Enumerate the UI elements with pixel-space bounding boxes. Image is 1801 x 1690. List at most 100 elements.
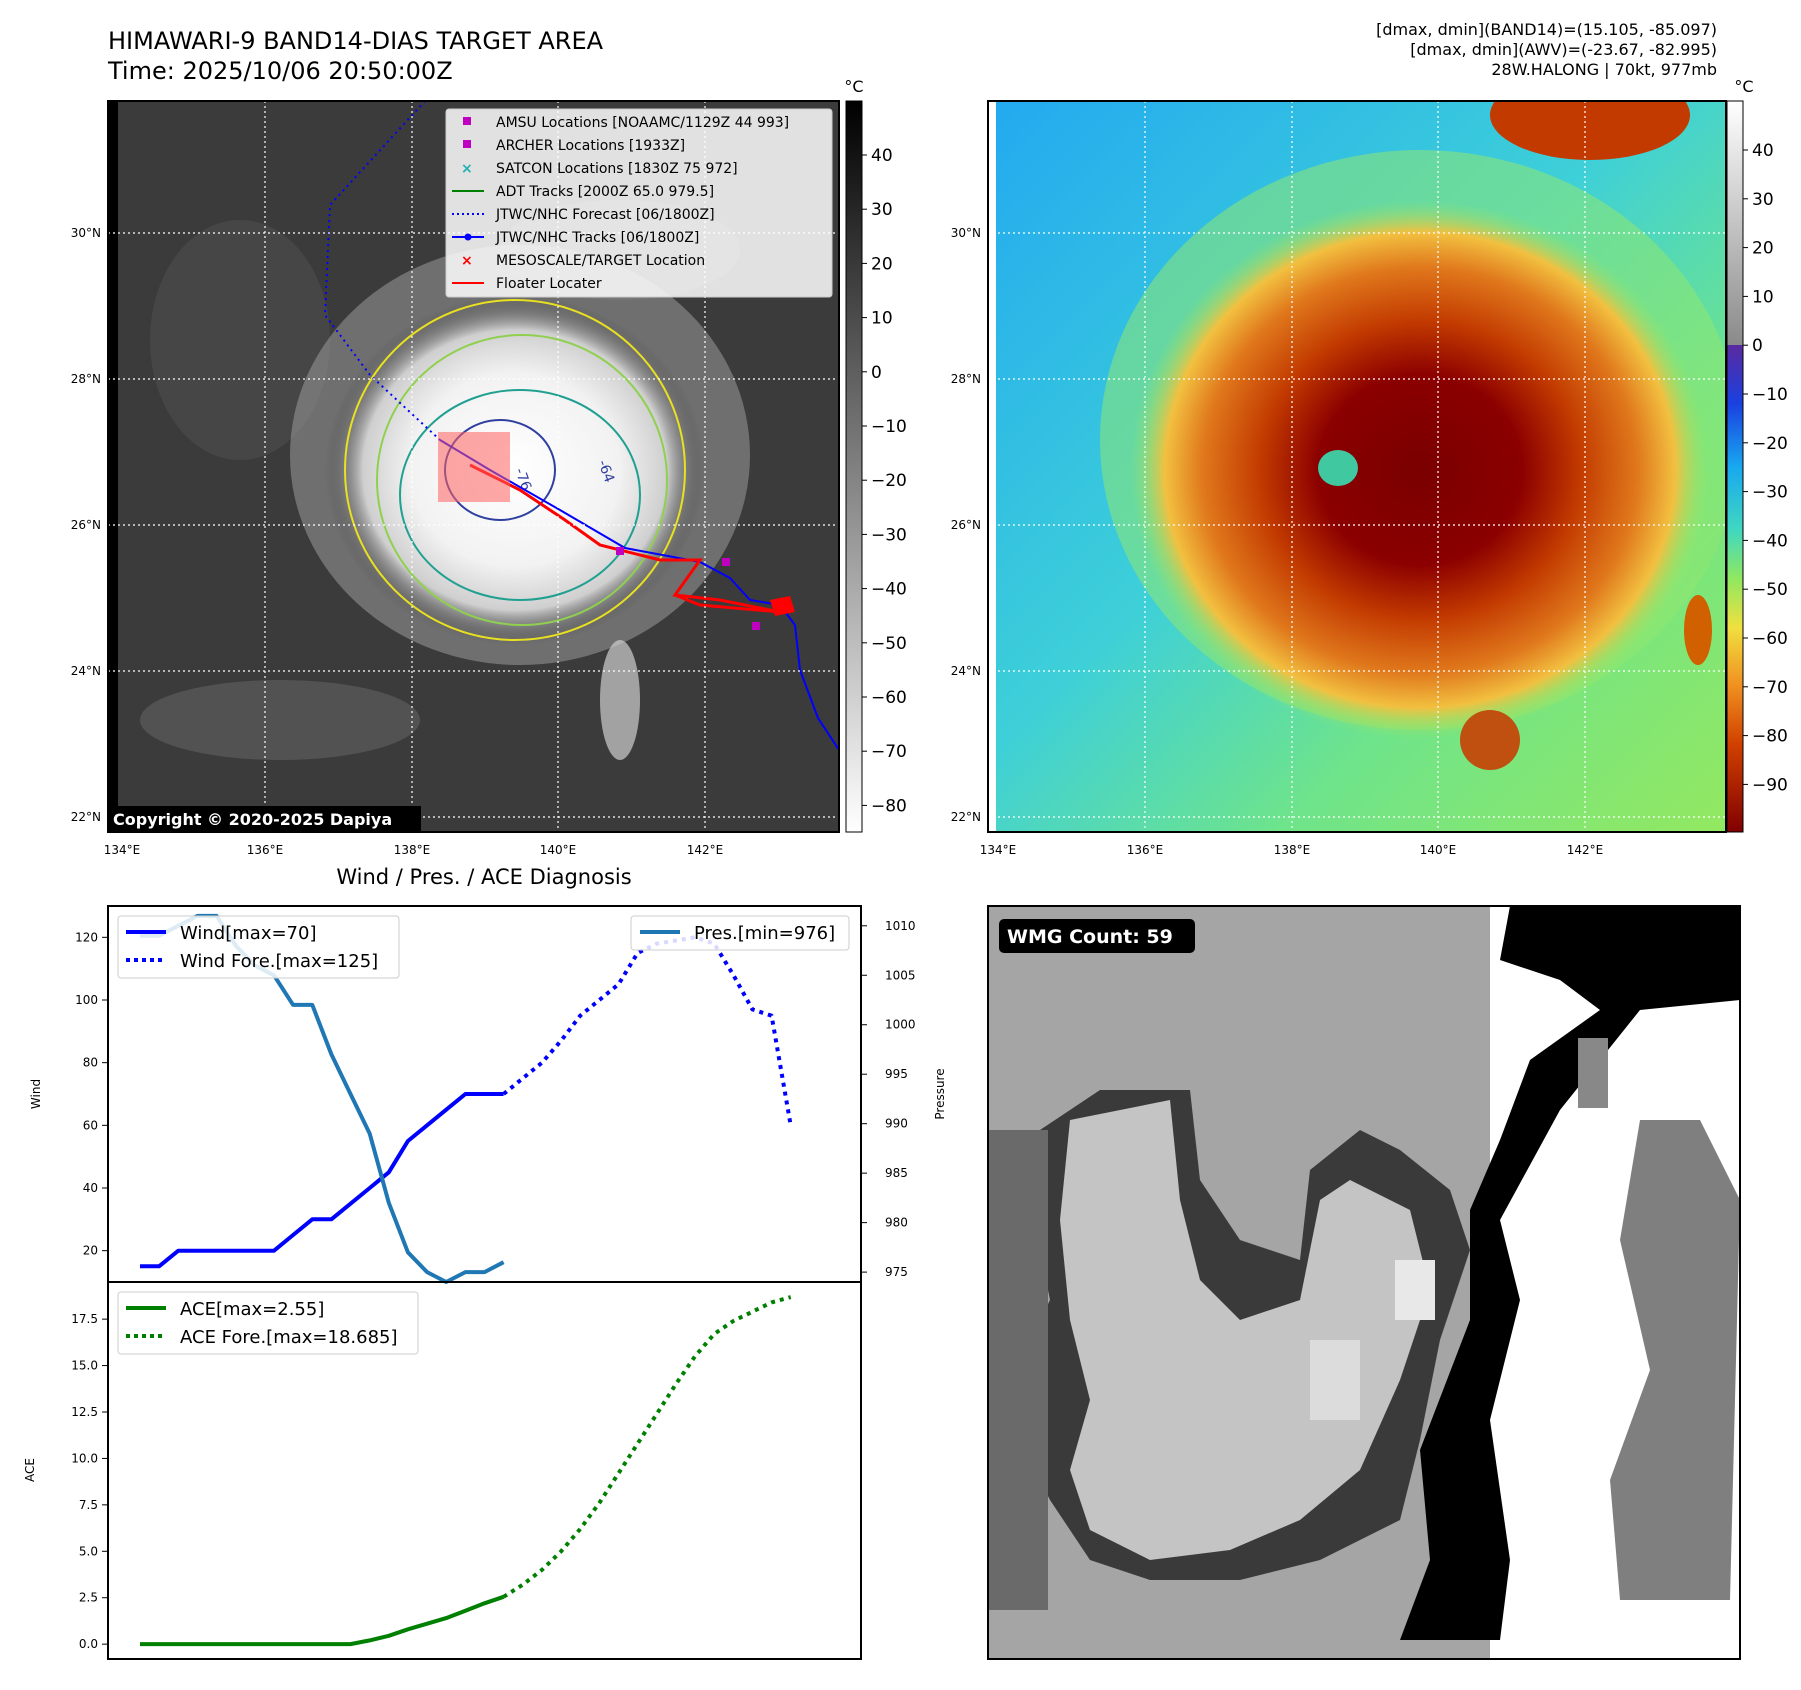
awv-colorbar-tick-label: 40 [1752,141,1774,161]
wmg-gray-spot [1578,1038,1608,1108]
awv-east-cell [1684,595,1712,665]
wmg-bright-cell-2 [1310,1340,1360,1420]
copyright-box [109,806,421,832]
legend-forecast-label: JTWC/NHC Forecast [06/1800Z] [495,207,715,223]
ace-axis-tick-label: 0.0 [79,1637,98,1651]
wind-axis-tick-label: 120 [75,930,98,944]
awv-colorbar-tick-label: 30 [1752,190,1774,210]
ir-colorbar: °C 40 30 20 10 0 −10 −20 −30 −40 −50 −60 −70 −80 [844,77,907,833]
pressure-axis-tick-label: 995 [885,1067,908,1081]
awv-lat-tick-24: 24°N [951,664,981,678]
wind-ylabel: Wind [29,1079,43,1109]
pressure-legend: Pres.[min=976] [630,915,850,951]
floater-marker [770,596,795,616]
legend-amsu-icon [463,117,471,125]
awv-colorbar-tick-label: −30 [1752,483,1788,503]
acePanel-series-1-line [502,1295,792,1599]
archer-marker [752,622,760,630]
awv-lon-tick-142: 142°E [1567,843,1604,857]
ir-colorbar-tick-label: −10 [871,417,907,437]
ir-legend: AMSU Locations [NOAAMC/1129Z 44 993] ARC… [445,108,833,298]
wmg-left-dark [988,1130,1048,1610]
awv-lat-tick-26: 26°N [951,518,981,532]
diagnosis-title: Wind / Pres. / ACE Diagnosis [336,865,631,889]
legend-track-dot [464,233,472,241]
ace-axis-tick-label: 17.5 [71,1312,98,1326]
awv-lat-tick-labels: 22°N 24°N 26°N 28°N 30°N [951,226,981,824]
mesoscale-target-box [438,432,510,502]
ir-colorbar-tick-label: 30 [871,200,893,220]
ir-left-edge [108,101,118,832]
windPanel-series-0-line [140,1092,504,1269]
ace-panel-frame [107,1281,862,1660]
ace-fore-legend-label: ACE Fore.[max=18.685] [180,1327,398,1348]
awv-colorbar-tick-label: −60 [1752,629,1788,649]
awv-lon-tick-labels: 134°E 136°E 138°E 140°E 142°E [980,843,1604,857]
ace-axis-tick-label: 5.0 [79,1544,98,1558]
ir-lat-tick-28: 28°N [71,372,101,386]
contour-label-64: -64 [594,458,617,485]
pressure-axis-tick-label: 985 [885,1166,908,1180]
ir-contour-mid [376,334,668,626]
ir-storm-core [325,295,705,645]
awv-colorbar-bottom [1727,345,1743,832]
awv-colorbar-tick-label: 10 [1752,287,1774,307]
pressure-axis-tick-label: 975 [885,1265,908,1279]
chart-title: HIMAWARI-9 BAND14-DIAS TARGET AREA Time: … [108,26,603,86]
legend-satcon-icon: × [461,161,473,177]
awv-colorbar-top [1727,101,1743,345]
ir-colorbar-tick-label: −20 [871,471,907,491]
pressure-axis-tick-label: 990 [885,1117,908,1131]
wmg-right-gray [1610,1120,1740,1600]
ir-lat-tick-labels: 22°N 24°N 26°N 28°N 30°N [71,226,101,824]
legend-target-icon: × [461,253,473,269]
ir-lat-tick-24: 24°N [71,664,101,678]
ace-axis-tick-label: 15.0 [71,1359,98,1373]
wmg-panel [988,906,1740,1659]
wind-axis-tick-label: 40 [83,1181,98,1195]
ir-colorbar-tick-label: 40 [871,146,893,166]
awv-colorbar-unit: °C [1734,77,1753,96]
ir-lon-tick-138: 138°E [394,843,431,857]
awv-colorbar-tick-label: −70 [1752,678,1788,698]
wmg-count-label: WMG Count: 59 [1007,926,1173,948]
awv-gridlines [988,101,1726,832]
ir-rainband [600,640,640,760]
ace-ylabel: ACE [23,1458,37,1482]
awv-colorbar-tick-label: 0 [1752,336,1763,356]
ir-lon-tick-labels: 134°E 136°E 138°E 140°E 142°E [104,843,724,857]
legend-target-label: MESOSCALE/TARGET Location [496,253,705,269]
ace-axis-tick-label: 12.5 [71,1405,98,1419]
wmg-inner-light [1060,1100,1430,1560]
legend-satcon-label: SATCON Locations [1830Z 75 972] [496,161,738,177]
legend-adt-label: ADT Tracks [2000Z 65.0 979.5] [496,184,714,200]
awv-colorbar-tick-label: −10 [1752,385,1788,405]
ir-legend-box [445,108,833,298]
awv-lon-tick-140: 140°E [1420,843,1457,857]
wind-axis-tick-label: 60 [83,1118,98,1132]
floater-locater-line [469,463,781,614]
awv-left-edge [988,101,996,832]
awv-storm-core [1130,200,1710,740]
ir-lat-tick-26: 26°N [71,518,101,532]
wmg-frame [987,905,1741,1660]
acePanel-series-0-line [140,1594,505,1647]
ace-plot: 0.0 2.5 5.0 7.5 10.0 12.5 15.0 17.5 [71,1295,792,1651]
ir-colorbar-tick-label: 10 [871,309,893,329]
awv-colorbar-tick-label: −40 [1752,531,1788,551]
ir-colorbar-tick-label: −60 [871,688,907,708]
windPanel-series-1-line [502,935,793,1126]
pressure-axis-tick-label: 1010 [885,919,916,933]
pressure-legend-box [630,915,850,951]
awv-colorbar: °C 40 30 20 10 0 −10 −20 −30 −40 −50 −60 −70 −80 −90 [1726,77,1788,833]
ace-axis-tick-label: 7.5 [79,1498,98,1512]
wind-fore-legend-label: Wind Fore.[max=125] [180,951,378,972]
wind-axis-tick-label: 80 [83,1056,98,1070]
legend-floater-label: Floater Locater [496,276,602,292]
stats-line3: 28W.HALONG | 70kt, 977mb [1491,60,1717,79]
ace-axis-tick-label: 10.0 [71,1451,98,1465]
awv-colorbar-frame [1726,100,1744,833]
ir-cloud-cluster-3 [150,220,330,460]
pressure-ylabel: Pressure [933,1068,947,1119]
ir-colorbar-tick-label: −50 [871,634,907,654]
